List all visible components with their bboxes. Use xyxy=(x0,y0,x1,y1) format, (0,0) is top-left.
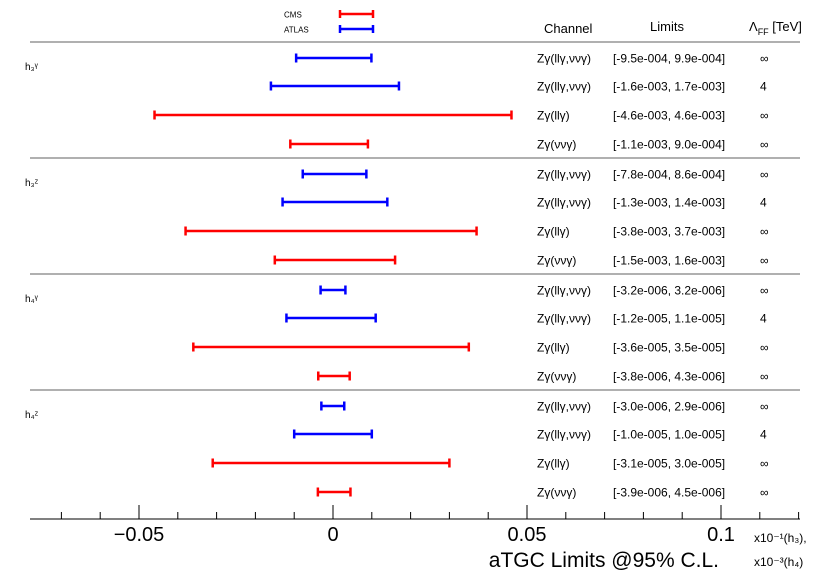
row-lambda: ∞ xyxy=(760,370,769,384)
row-channel: Zγ(llγ) xyxy=(537,457,570,471)
row-limits: [-3.1e-005, 3.0e-005] xyxy=(613,457,725,471)
row-channel: Zγ(llγ) xyxy=(537,109,570,123)
row-lambda: ∞ xyxy=(760,168,769,182)
row-lambda: ∞ xyxy=(760,284,769,298)
row-limits: [-1.3e-003, 1.4e-003] xyxy=(613,196,725,210)
row-limits: [-9.5e-004, 9.9e-004] xyxy=(613,52,725,66)
row-channel: Zγ(ννγ) xyxy=(537,370,576,384)
row-limits: [-3.8e-006, 4.3e-006] xyxy=(613,370,725,384)
x-scale-note-h3: x10⁻¹(h₃), xyxy=(754,531,807,545)
header-lambda: ΛFF [TeV] xyxy=(749,19,802,37)
row-lambda: ∞ xyxy=(760,400,769,414)
row-channel: Zγ(llγ,ννγ) xyxy=(537,400,591,414)
row-limits: [-1.0e-005, 1.0e-005] xyxy=(613,428,725,442)
row-lambda: ∞ xyxy=(760,254,769,268)
row-limits: [-3.2e-006, 3.2e-006] xyxy=(613,284,725,298)
row-lambda: ∞ xyxy=(760,138,769,152)
row-limits: [-1.1e-003, 9.0e-004] xyxy=(613,138,725,152)
header-limits: Limits xyxy=(650,19,684,34)
header-channel: Channel xyxy=(544,21,593,36)
x-tick-label: 0.05 xyxy=(508,524,547,546)
row-channel: Zγ(llγ,ννγ) xyxy=(537,168,591,182)
x-tick-label: 0.1 xyxy=(707,524,735,546)
x-tick-label: 0 xyxy=(327,524,338,546)
row-lambda: 4 xyxy=(760,312,767,326)
x-tick-label: −0.05 xyxy=(114,524,165,546)
row-lambda: ∞ xyxy=(760,341,769,355)
row-channel: Zγ(llγ,ννγ) xyxy=(537,196,591,210)
row-limits: [-3.9e-006, 4.5e-006] xyxy=(613,486,725,500)
legend-label-atlas: ATLAS xyxy=(284,26,309,35)
row-limits: [-1.6e-003, 1.7e-003] xyxy=(613,80,725,94)
row-channel: Zγ(llγ,ννγ) xyxy=(537,52,591,66)
row-lambda: ∞ xyxy=(760,109,769,123)
row-lambda: 4 xyxy=(760,196,767,210)
row-limits: [-3.6e-005, 3.5e-005] xyxy=(613,341,725,355)
row-lambda: ∞ xyxy=(760,52,769,66)
row-channel: Zγ(llγ) xyxy=(537,341,570,355)
row-channel: Zγ(llγ,ννγ) xyxy=(537,428,591,442)
row-limits: [-7.8e-004, 8.6e-004] xyxy=(613,168,725,182)
row-channel: Zγ(ννγ) xyxy=(537,254,576,268)
row-lambda: 4 xyxy=(760,428,767,442)
row-lambda: ∞ xyxy=(760,225,769,239)
group-label: h₃ᵞ xyxy=(25,62,39,73)
row-channel: Zγ(ννγ) xyxy=(537,138,576,152)
row-limits: [-3.0e-006, 2.9e-006] xyxy=(613,400,725,414)
x-axis-title: aTGC Limits @95% C.L. xyxy=(489,549,719,572)
row-lambda: ∞ xyxy=(760,457,769,471)
row-limits: [-1.2e-005, 1.1e-005] xyxy=(613,312,725,326)
row-channel: Zγ(ννγ) xyxy=(537,486,576,500)
row-channel: Zγ(llγ,ννγ) xyxy=(537,284,591,298)
row-lambda: 4 xyxy=(760,80,767,94)
group-label: h₄ᵞ xyxy=(25,294,39,305)
legend-label-cms: CMS xyxy=(284,11,302,20)
row-lambda: ∞ xyxy=(760,486,769,500)
row-limits: [-4.6e-003, 4.6e-003] xyxy=(613,109,725,123)
row-limits: [-3.8e-003, 3.7e-003] xyxy=(613,225,725,239)
x-scale-note-h4: x10⁻³(h₄) xyxy=(754,555,803,569)
row-channel: Zγ(llγ,ννγ) xyxy=(537,312,591,326)
group-label: h₄ᶻ xyxy=(25,410,39,421)
row-channel: Zγ(llγ,ννγ) xyxy=(537,80,591,94)
row-limits: [-1.5e-003, 1.6e-003] xyxy=(613,254,725,268)
group-label: h₃ᶻ xyxy=(25,178,39,189)
row-channel: Zγ(llγ) xyxy=(537,225,570,239)
